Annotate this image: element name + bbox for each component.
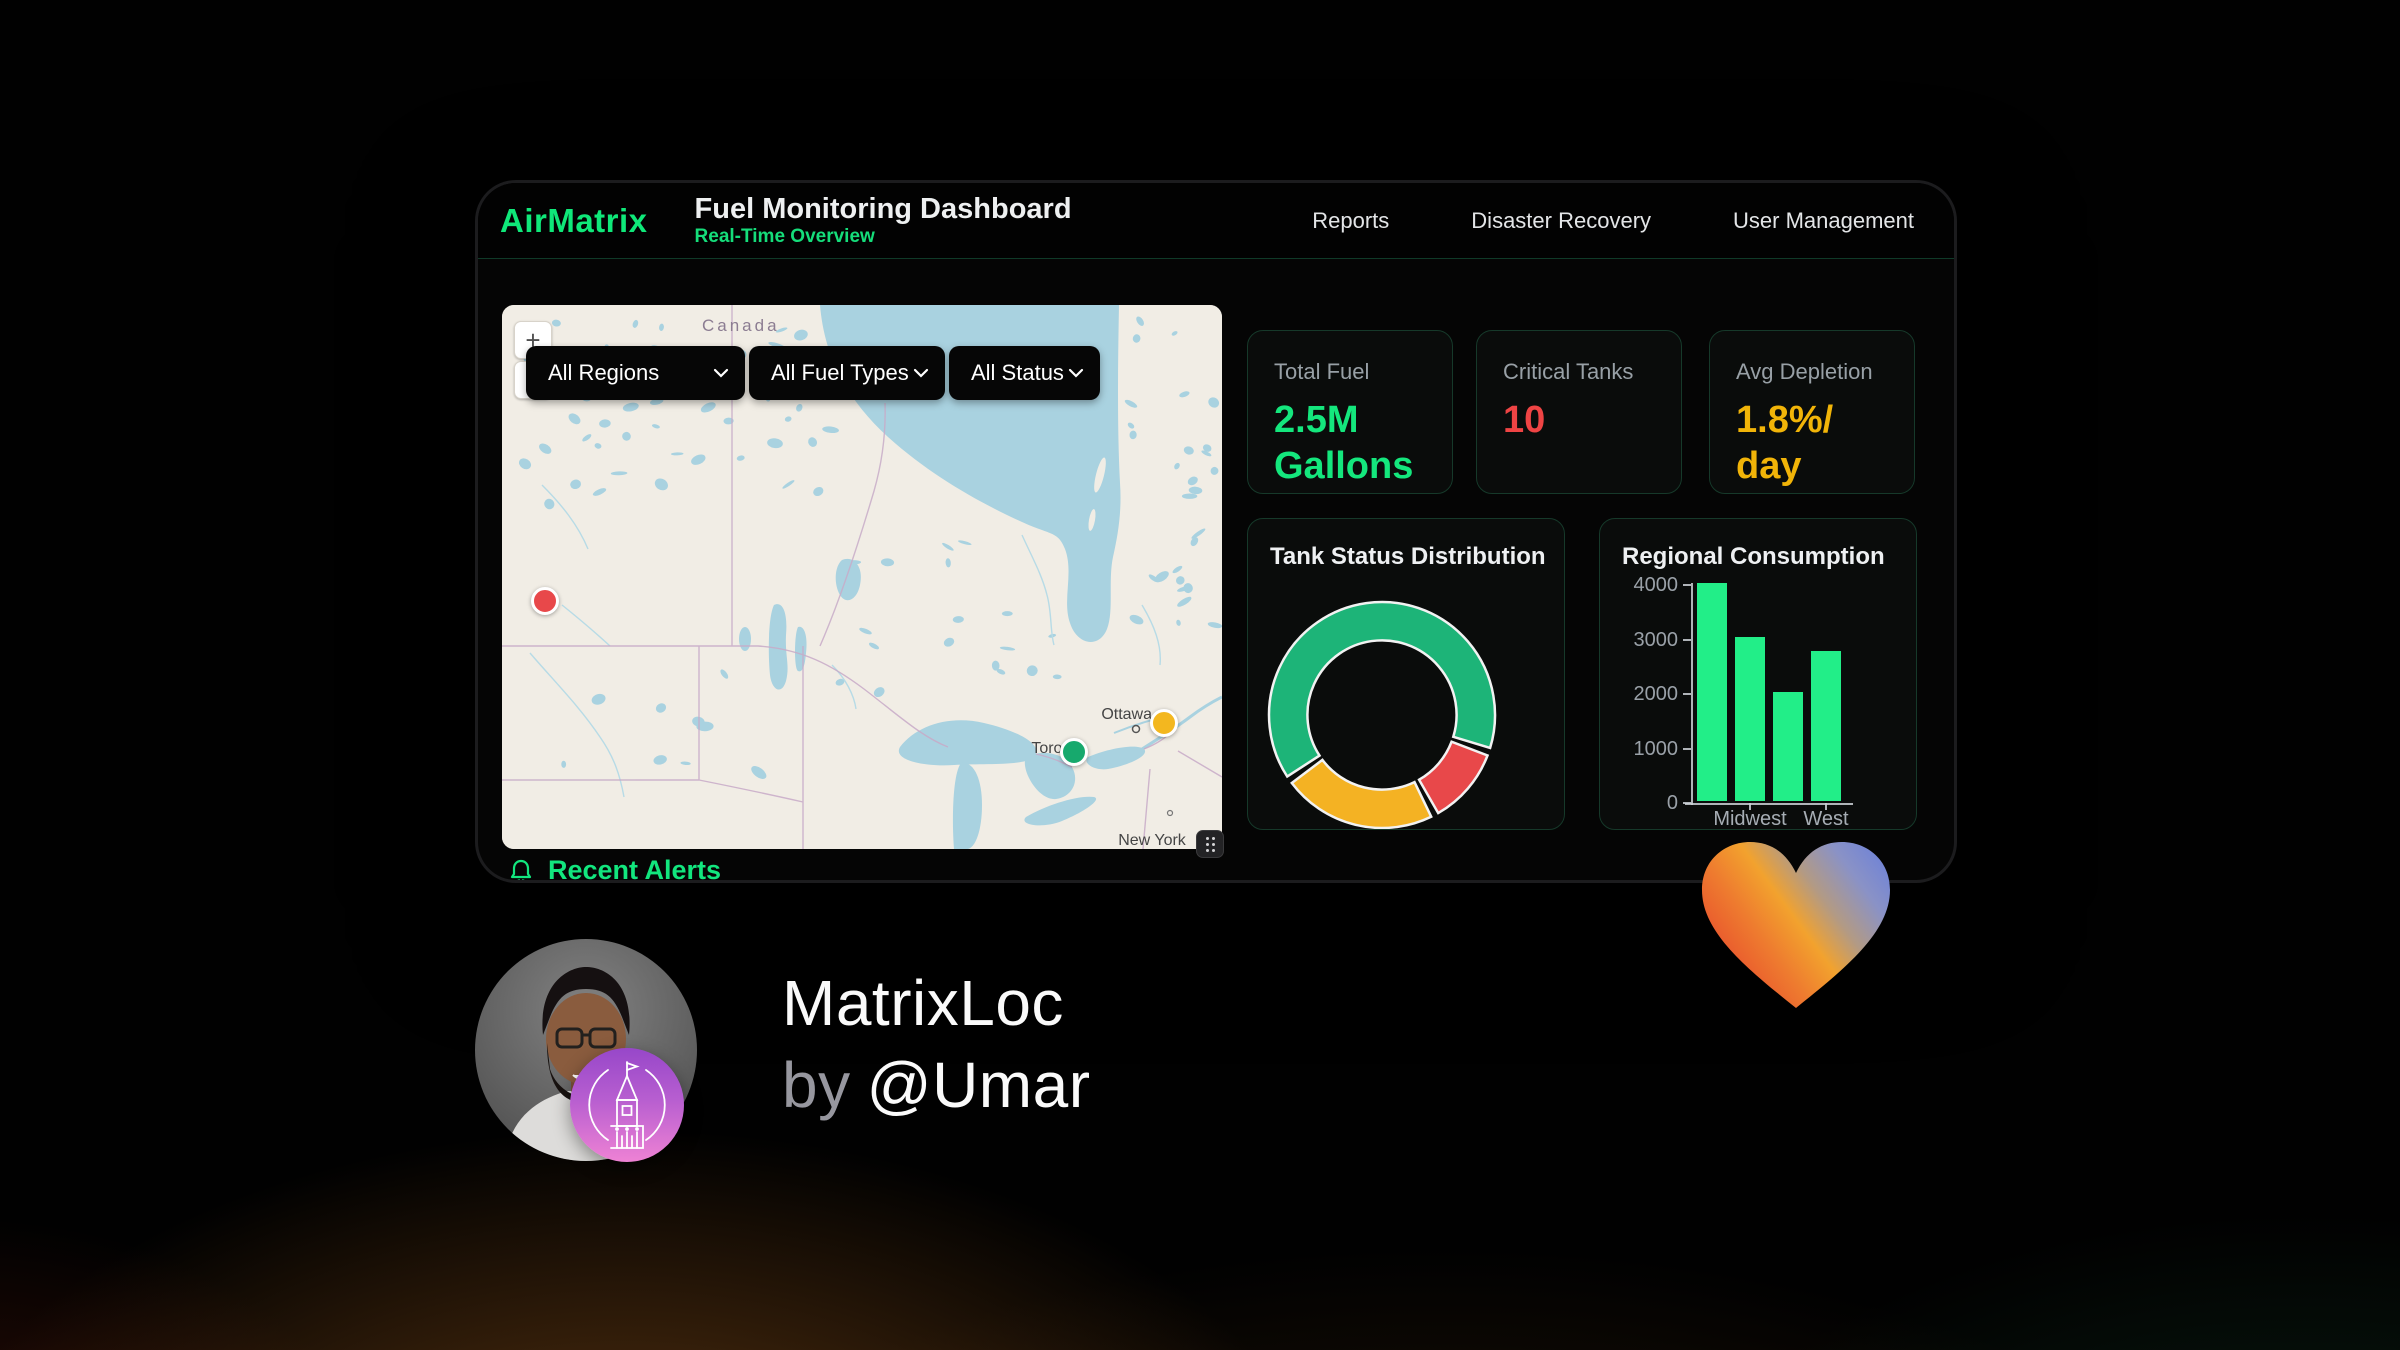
y-tick-mark [1683, 747, 1691, 750]
y-tick-mark [1683, 638, 1691, 641]
filter-fuel-types-value: All Fuel Types [771, 360, 909, 385]
bar [1811, 651, 1841, 801]
map-label-newyork: New York [1118, 832, 1187, 849]
map-label-ottawa: Ottawa [1101, 706, 1152, 723]
resize-drag-handle[interactable] [1196, 830, 1224, 858]
lake-huron [1024, 752, 1076, 800]
rivers [529, 484, 1162, 798]
tank-marker-critical[interactable] [531, 587, 559, 615]
recent-alerts-section: Recent Alerts [508, 855, 721, 880]
city-dot-ottawa [1131, 724, 1141, 734]
filter-fuel-types-select[interactable]: All Fuel Types [749, 346, 945, 400]
y-tick-mark [1683, 693, 1691, 695]
y-tick-label: 4000 [1633, 574, 1679, 596]
dashboard-window: AirMatrix Fuel Monitoring Dashboard Real… [478, 183, 1954, 880]
y-tick-mark [1683, 584, 1691, 586]
map-panel[interactable]: Canada Ottawa Toronto New York + − All R… [502, 305, 1222, 849]
lake-winnipeg [768, 604, 788, 690]
stat-value: 1.8%/day [1736, 399, 1834, 487]
stat-label: Total Fuel [1274, 359, 1370, 384]
x-tick-label: Midwest [1713, 808, 1787, 830]
page-subtitle: Real-Time Overview [694, 225, 875, 247]
regional-consumption-bar-chart: Midwest West 0 1000 2000 3000 4000 [1600, 519, 1916, 829]
bay-island [1094, 457, 1106, 493]
tank-marker-warning[interactable] [1150, 709, 1178, 737]
chevron-down-icon [713, 368, 729, 378]
nav-reports[interactable]: Reports [1312, 207, 1390, 233]
clock-tower-icon [588, 1061, 666, 1149]
brand-logo: AirMatrix [500, 201, 648, 239]
credit-handle: @Umar [866, 1049, 1091, 1121]
st-lawrence-river [1141, 695, 1222, 751]
credit-by: by [782, 1049, 851, 1121]
x-tick-label: West [1803, 808, 1849, 830]
stat-card-critical-tanks: Critical Tanks 10 [1476, 330, 1682, 494]
filter-regions-select[interactable]: All Regions [526, 346, 745, 400]
bar-chart-title: Regional Consumption [1622, 543, 1885, 570]
filter-regions-value: All Regions [548, 360, 660, 385]
donut-segment-normal-green [1267, 600, 1497, 779]
recent-alerts-title: Recent Alerts [548, 855, 722, 880]
bay-island [1088, 509, 1096, 531]
chevron-down-icon [913, 368, 929, 378]
page-title-block: Fuel Monitoring Dashboard Real-Time Over… [695, 193, 1072, 249]
lake-michigan [952, 762, 982, 849]
x-tick-mark [1749, 803, 1751, 810]
app-header: AirMatrix Fuel Monitoring Dashboard Real… [478, 183, 1954, 259]
donut-segment-warning-amber [1290, 758, 1433, 829]
nav-disaster-recovery[interactable]: Disaster Recovery [1471, 207, 1652, 233]
main-nav: Reports Disaster Recovery User Managemen… [1312, 208, 1914, 234]
donut-chart-card: Tank Status Distribution [1247, 518, 1565, 830]
filter-status-value: All Status [971, 360, 1064, 385]
y-tick-label: 3000 [1633, 628, 1679, 651]
lake-ontario [1086, 746, 1146, 770]
chevron-down-icon [1068, 368, 1084, 378]
donut-segment-critical-red [1417, 740, 1490, 815]
credit-block: MatrixLoc by @Umar [782, 962, 1091, 1126]
page-title: Fuel Monitoring Dashboard [694, 192, 1072, 225]
lake-erie [1024, 796, 1097, 826]
gradient-heart-icon [1702, 842, 1890, 1008]
y-tick-label: 2000 [1633, 683, 1679, 705]
y-axis [1691, 583, 1693, 805]
y-tick-mark [1683, 802, 1691, 804]
nav-user-management[interactable]: User Management [1733, 207, 1914, 233]
small-lakes [518, 316, 1222, 779]
x-axis [1685, 803, 1853, 805]
bar [1735, 637, 1765, 801]
bar [1773, 692, 1803, 801]
credit-title: MatrixLoc [782, 967, 1064, 1039]
stat-label: Critical Tanks [1503, 359, 1634, 384]
y-tick-label: 1000 [1633, 737, 1679, 760]
donut-chart-title: Tank Status Distribution [1270, 543, 1546, 570]
x-tick-mark [1825, 803, 1827, 810]
tower-badge [570, 1048, 684, 1162]
stat-card-avg-depletion: Avg Depletion 1.8%/day [1709, 330, 1915, 494]
y-tick-label: 0 [1666, 792, 1678, 814]
lake-superior [898, 720, 1037, 766]
bar [1697, 583, 1727, 801]
filter-status-select[interactable]: All Status [949, 346, 1100, 400]
bar-chart-card: Regional Consumption Midwest West 0 1000 200… [1599, 518, 1917, 830]
stat-card-total-fuel: Total Fuel 2.5M Gallons [1247, 330, 1453, 494]
stat-value: 10 [1503, 399, 1546, 441]
bell-icon [510, 859, 532, 880]
map-label-country: Canada [702, 316, 780, 335]
stat-value: 2.5M Gallons [1274, 399, 1414, 487]
stat-label: Avg Depletion [1736, 359, 1873, 384]
credit-byline: by @Umar [782, 1044, 1091, 1126]
lake [739, 627, 751, 651]
city-dot-newyork [1166, 809, 1174, 817]
tank-status-donut-chart [1267, 600, 1497, 829]
map-filter-bar: All Regions All Fuel Types All Status [526, 346, 1100, 400]
tank-marker-normal[interactable] [1060, 738, 1088, 766]
